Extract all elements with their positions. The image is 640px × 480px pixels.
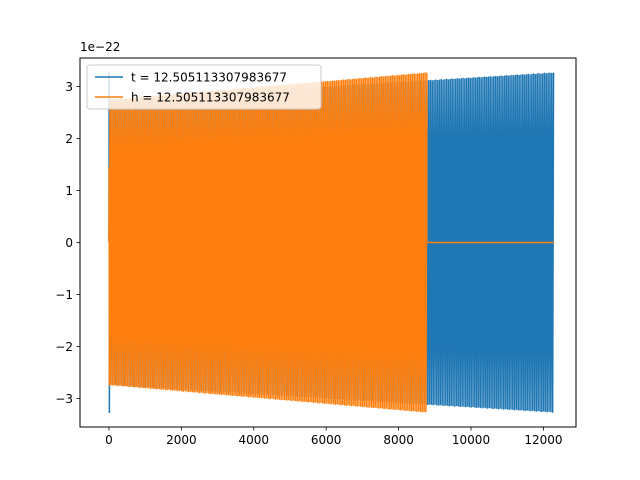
x-tick-label: 6000 xyxy=(311,433,342,447)
y-tick-label: −3 xyxy=(55,392,73,406)
series-line-h xyxy=(108,72,555,413)
x-tick-label: 4000 xyxy=(239,433,270,447)
x-tick-label: 10000 xyxy=(452,433,490,447)
axes-frame xyxy=(79,57,577,428)
x-tick-label: 0 xyxy=(105,433,113,447)
y-axis-offset-label: 1e−22 xyxy=(80,40,120,54)
y-tick-label: −2 xyxy=(55,340,73,354)
y-tick-label: 1 xyxy=(65,184,73,198)
legend-label: t = 12.505113307983677 xyxy=(131,71,287,85)
plot-area xyxy=(108,72,555,413)
y-tick-label: 2 xyxy=(65,132,73,146)
legend: t = 12.505113307983677 h = 12.50511330798… xyxy=(86,64,322,110)
legend-label: h = 12.505113307983677 xyxy=(131,91,290,105)
x-tick-label: 2000 xyxy=(166,433,197,447)
y-tick-label: 0 xyxy=(65,236,73,250)
legend-box xyxy=(86,64,322,110)
x-tick-label: 12000 xyxy=(524,433,562,447)
x-axis: 0 2000 4000 6000 8000 10000 12000 xyxy=(105,427,563,447)
y-tick-label: −1 xyxy=(55,288,73,302)
x-tick-label: 8000 xyxy=(383,433,414,447)
y-tick-label: 3 xyxy=(65,80,73,94)
y-axis: −3 −2 −1 0 1 2 3 xyxy=(55,80,80,406)
